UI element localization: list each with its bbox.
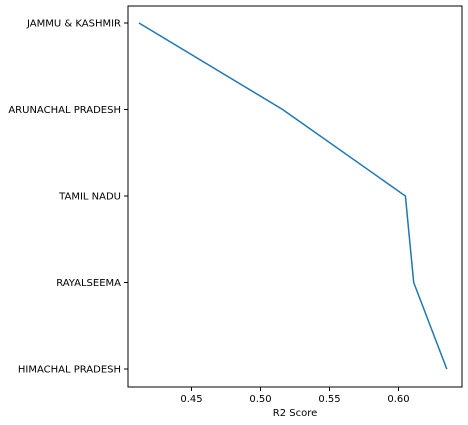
x-axis-label: R2 Score: [273, 408, 318, 419]
x-axis-ticks: 0.45 0.50 0.55 0.60: [180, 387, 410, 405]
y-tick-label: ARUNACHAL PRADESH: [8, 105, 121, 116]
series-line: [138, 22, 448, 370]
x-tick-label: 0.55: [318, 394, 340, 405]
y-axis-ticks: JAMMU & KASHMIR ARUNACHAL PRADESH TAMIL NA…: [8, 19, 128, 376]
x-tick-label: 0.50: [249, 394, 271, 405]
y-tick-label: RAYALSEEMA: [56, 278, 121, 289]
y-tick-label: TAMIL NADU: [58, 192, 121, 203]
y-tick-label: JAMMU & KASHMIR: [26, 19, 121, 30]
x-tick-label: 0.45: [180, 394, 202, 405]
plot-frame: [127, 5, 463, 388]
x-tick-label: 0.60: [387, 394, 409, 405]
y-tick-label: HIMACHAL PRADESH: [18, 365, 121, 376]
